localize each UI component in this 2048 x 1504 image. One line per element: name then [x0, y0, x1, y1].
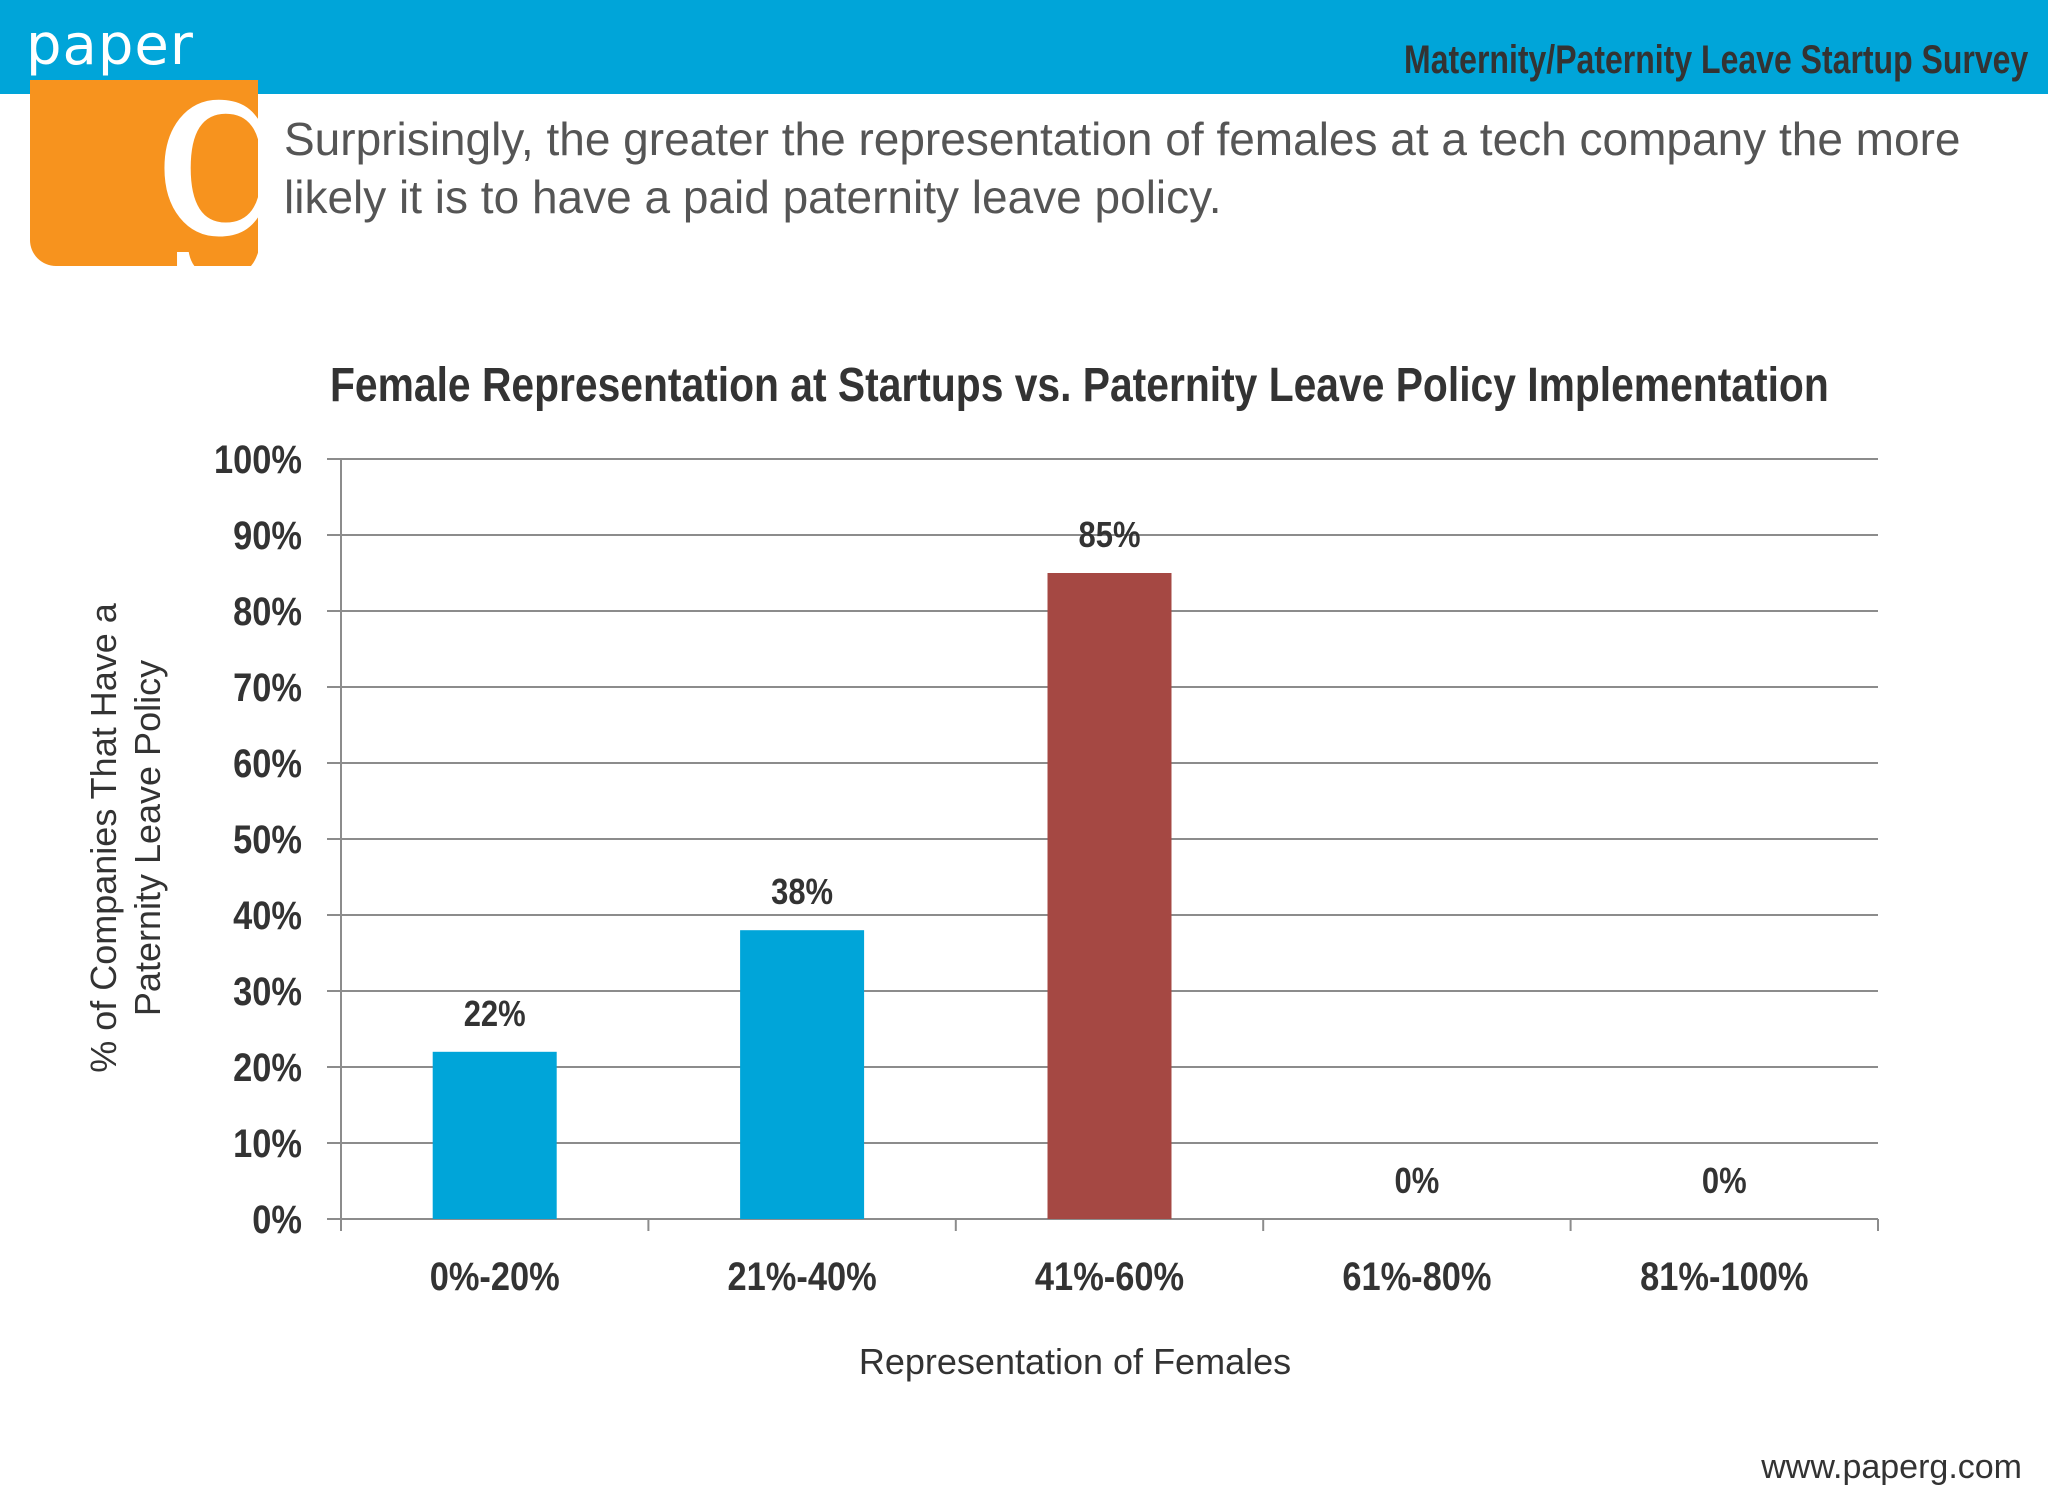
chart-title: Female Representation at Startups vs. Pa… — [330, 359, 1829, 412]
y-tick-label: 0% — [252, 1197, 302, 1242]
footer-url: www.paperg.com — [1761, 1448, 2022, 1486]
y-tick-label: 20% — [233, 1045, 302, 1090]
bar — [1047, 573, 1172, 1219]
y-tick-label: 70% — [233, 665, 302, 710]
x-tick-label: 21%-40% — [728, 1254, 877, 1299]
bar-value-label: 38% — [771, 873, 833, 913]
y-axis-title: % of Companies That Have a — [83, 602, 124, 1073]
y-tick-label: 80% — [233, 589, 302, 634]
bar-value-label: 0% — [1395, 1162, 1440, 1202]
brand-logo-letter: g — [152, 80, 258, 266]
x-tick-label: 81%-100% — [1640, 1254, 1808, 1299]
headline-text: Surprisingly, the greater the representa… — [284, 113, 1961, 223]
x-tick-label: 0%-20% — [430, 1254, 560, 1299]
survey-title: Maternity/Paternity Leave Startup Survey — [1403, 38, 2028, 82]
bar — [432, 1051, 557, 1219]
x-tick-label: 41%-60% — [1035, 1254, 1184, 1299]
y-tick-label: 100% — [214, 437, 302, 482]
y-axis-title: Paternity Leave Policy — [127, 660, 168, 1016]
header-bar — [0, 0, 2048, 94]
y-tick-label: 40% — [233, 893, 302, 938]
bar-value-label: 22% — [464, 995, 526, 1035]
brand-logo-tile: g — [30, 80, 258, 266]
x-tick-label: 61%-80% — [1342, 1254, 1491, 1299]
bar-value-label: 85% — [1079, 516, 1141, 556]
x-axis-title: Representation of Females — [859, 1341, 1291, 1382]
y-tick-label: 10% — [233, 1121, 302, 1166]
y-tick-label: 50% — [233, 817, 302, 862]
bar — [740, 930, 865, 1219]
y-tick-label: 90% — [233, 513, 302, 558]
brand-wordmark: paper — [26, 13, 194, 78]
bar-value-label: 0% — [1702, 1162, 1747, 1202]
y-tick-label: 60% — [233, 741, 302, 786]
y-tick-label: 30% — [233, 969, 302, 1014]
